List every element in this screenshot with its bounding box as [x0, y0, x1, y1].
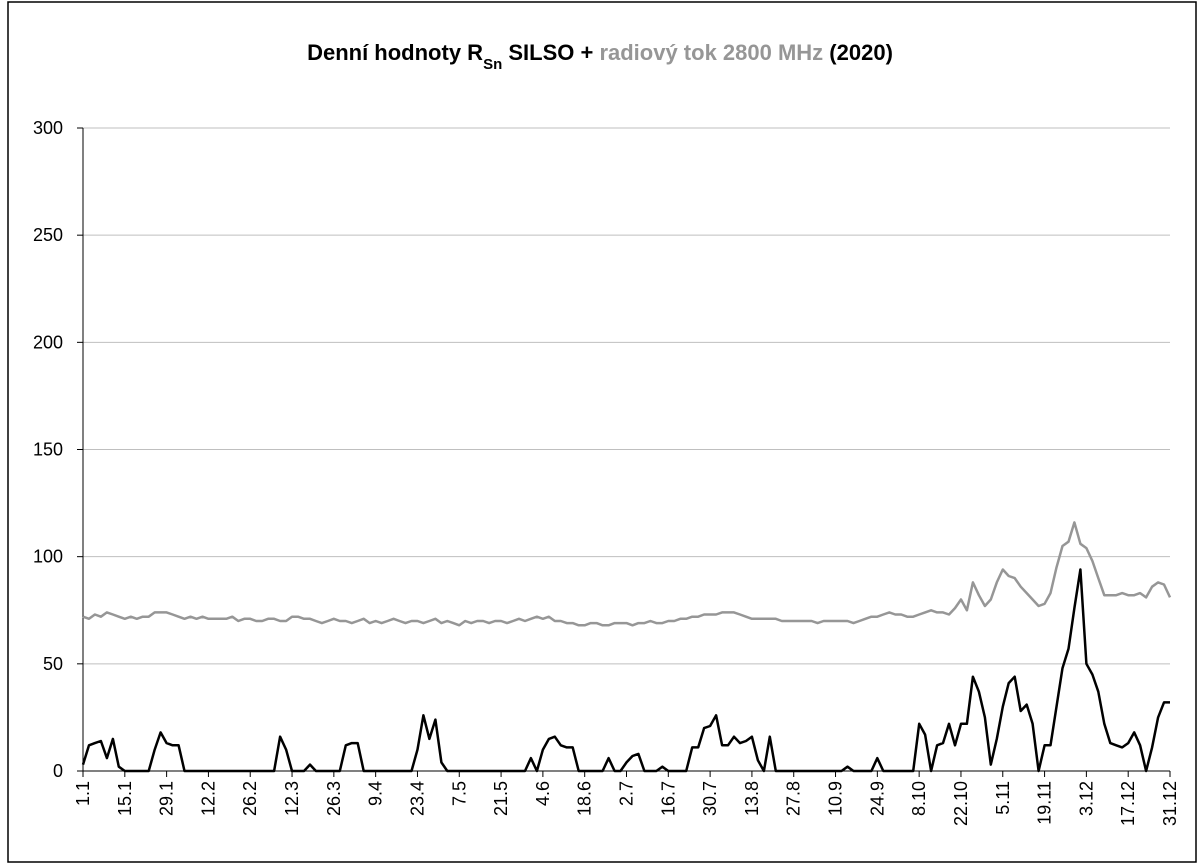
x-tick-label: 5.11 — [993, 781, 1013, 815]
x-tick-label: 29.1 — [157, 781, 177, 816]
x-tick-label: 15.1 — [115, 781, 135, 816]
x-tick-label: 22.10 — [951, 781, 971, 826]
x-tick-label: 21.5 — [491, 781, 511, 816]
chart-title: Denní hodnoty RSn SILSO + radiový tok 28… — [307, 40, 893, 73]
title-part: radiový tok 2800 MHz — [599, 40, 823, 65]
x-tick-label: 12.2 — [198, 781, 218, 816]
chart-frame — [7, 1, 1197, 863]
y-tick-label: 250 — [33, 225, 63, 245]
x-tick-label: 31.12 — [1160, 781, 1180, 826]
series-line — [81, 568, 1170, 773]
x-tick-label: 12.3 — [282, 781, 302, 816]
x-tick-label: 7.5 — [449, 781, 469, 806]
x-tick-label: 16.7 — [658, 781, 678, 816]
x-tick-label: 26.2 — [240, 781, 260, 816]
x-tick-label: 17.12 — [1118, 781, 1138, 826]
x-tick-label: 8.10 — [909, 781, 929, 816]
y-tick-label: 50 — [43, 654, 63, 674]
title-part: Denní hodnoty R — [307, 40, 483, 65]
x-tick-label: 19.11 — [1035, 781, 1055, 825]
x-tick-label: 24.9 — [867, 781, 887, 816]
y-tick-label: 100 — [33, 547, 63, 567]
x-tick-label: 30.7 — [700, 781, 720, 816]
x-tick-label: 1.1 — [73, 781, 93, 806]
title-part: Sn — [483, 56, 502, 73]
x-tick-label: 2.7 — [617, 781, 637, 806]
y-tick-label: 0 — [53, 761, 63, 781]
x-tick-label: 18.6 — [575, 781, 595, 816]
x-tick-label: 4.6 — [533, 781, 553, 806]
x-tick-label: 10.9 — [826, 781, 846, 816]
title-part: (2020) — [823, 40, 893, 65]
x-tick-label: 27.8 — [784, 781, 804, 816]
x-tick-label: 23.4 — [407, 781, 427, 816]
x-tick-label: 3.12 — [1076, 781, 1096, 816]
y-tick-label: 200 — [33, 332, 63, 352]
x-tick-label: 26.3 — [324, 781, 344, 816]
x-tick-label: 13.8 — [742, 781, 762, 816]
title-part: SILSO + — [502, 40, 599, 65]
series-line — [82, 521, 1172, 627]
y-tick-label: 300 — [33, 118, 63, 138]
x-tick-label: 9.4 — [366, 781, 386, 806]
y-tick-label: 150 — [33, 440, 63, 460]
